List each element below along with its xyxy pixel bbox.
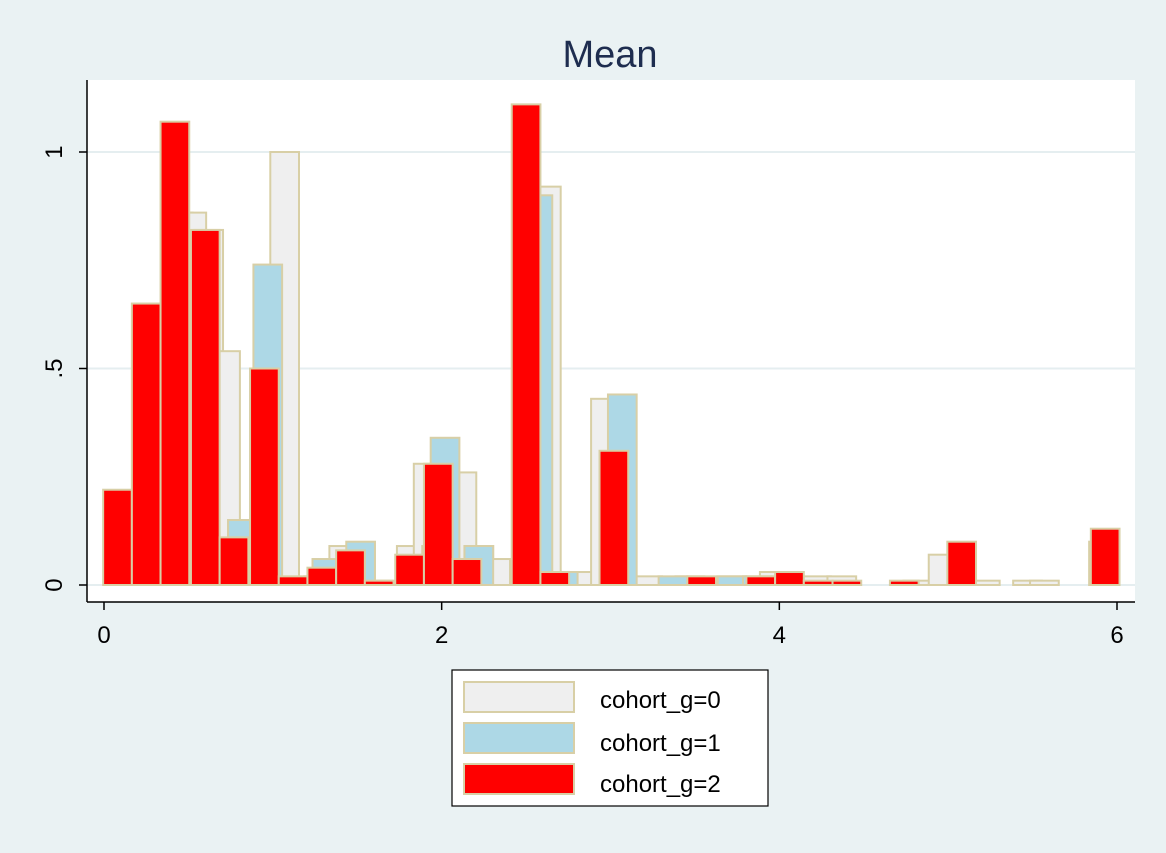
legend-swatch-cohort-1 xyxy=(463,722,575,754)
bar-cohort-1 xyxy=(657,575,689,587)
y-tick-label: 1 xyxy=(41,145,68,158)
bars xyxy=(102,103,1121,587)
bar-cohort-0 xyxy=(1029,579,1060,586)
bar-cohort-2 xyxy=(598,449,630,586)
bar-cohort-2 xyxy=(159,120,191,586)
bar-cohort-2 xyxy=(335,549,366,586)
bar-cohort-2 xyxy=(802,579,834,586)
bar-cohort-2 xyxy=(306,566,338,586)
bar-cohort-2 xyxy=(363,579,395,586)
bar-cohort-2 xyxy=(1089,527,1121,587)
y-tick-label: 0 xyxy=(41,578,68,591)
bar-cohort-2 xyxy=(774,571,805,587)
chart-title: Mean xyxy=(562,34,657,76)
bar-cohort-2 xyxy=(539,571,571,587)
y-axis-ticks: 0.51 xyxy=(41,145,87,592)
bar-cohort-2 xyxy=(394,553,425,587)
x-axis-ticks: 0 2 4 6 xyxy=(97,602,1124,649)
legend-label-cohort-2: cohort_g=2 xyxy=(600,771,721,798)
legend: cohort_g=0 cohort_g=1 cohort_g=2 xyxy=(451,669,769,807)
bar-cohort-2 xyxy=(277,575,309,587)
bar-cohort-2 xyxy=(451,558,483,587)
bar-cohort-2 xyxy=(745,575,777,587)
legend-swatch-cohort-2 xyxy=(463,763,575,795)
bar-cohort-2 xyxy=(888,579,920,586)
x-tick-label: 2 xyxy=(435,622,448,649)
legend-swatch-cohort-0 xyxy=(463,681,575,713)
bar-cohort-2 xyxy=(102,488,133,586)
legend-label-cohort-0: cohort_g=0 xyxy=(600,687,721,714)
bar-cohort-2 xyxy=(946,540,978,587)
bar-cohort-2 xyxy=(218,536,250,586)
y-tick-label: .5 xyxy=(41,358,68,378)
bar-cohort-2 xyxy=(249,367,280,586)
bar-cohort-2 xyxy=(510,103,542,587)
legend-label-cohort-1: cohort_g=1 xyxy=(600,730,721,757)
x-tick-label: 6 xyxy=(1110,622,1123,649)
bar-cohort-2 xyxy=(130,302,162,586)
bar-cohort-2 xyxy=(189,228,221,586)
x-tick-label: 0 xyxy=(97,622,110,649)
bar-cohort-2 xyxy=(831,579,863,586)
bar-cohort-2 xyxy=(686,575,718,587)
x-tick-label: 4 xyxy=(773,622,786,649)
bar-cohort-2 xyxy=(422,462,454,587)
